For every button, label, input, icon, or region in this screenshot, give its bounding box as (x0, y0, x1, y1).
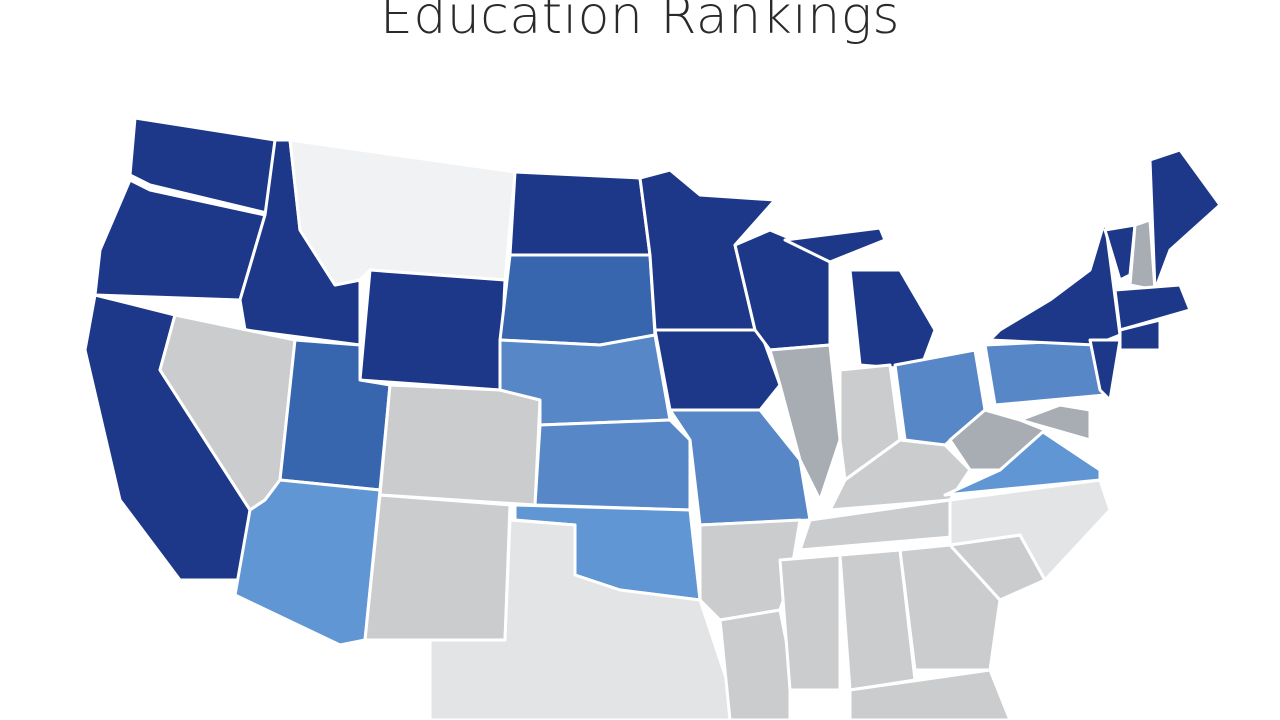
state (1018, 403, 1092, 442)
state (1113, 283, 1192, 332)
state (1088, 338, 1122, 402)
state (778, 553, 842, 692)
state (363, 493, 512, 642)
state (508, 170, 652, 257)
state (768, 343, 842, 502)
state (848, 668, 1012, 720)
state (128, 116, 277, 217)
state (288, 138, 517, 287)
state (233, 478, 382, 647)
state (533, 418, 692, 512)
state (498, 253, 657, 347)
state (653, 328, 782, 412)
state (943, 428, 1102, 497)
state (1148, 148, 1222, 292)
state (783, 226, 887, 264)
state (1118, 318, 1162, 352)
state (988, 218, 1122, 347)
state (948, 408, 1047, 472)
states (83, 116, 1222, 720)
state (848, 268, 937, 372)
state (428, 518, 742, 720)
state (718, 608, 792, 720)
state (378, 383, 542, 507)
state (358, 268, 507, 392)
state (983, 338, 1107, 407)
state (898, 543, 1002, 672)
map-title: Education Rankings (379, 0, 901, 46)
